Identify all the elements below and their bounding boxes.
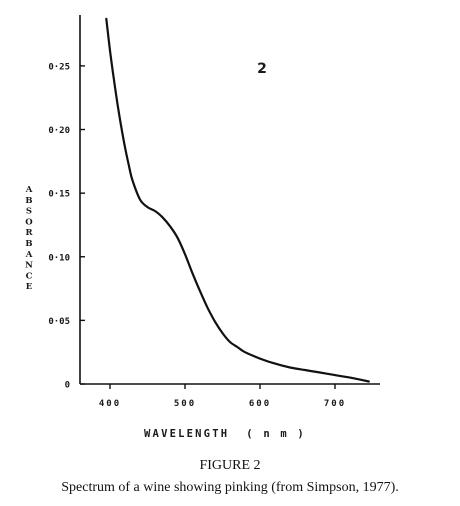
y-axis-label-letter: C [26,271,33,281]
y-axis-label-letter: S [26,207,32,217]
y-tick-label: 0·05 [48,317,70,327]
y-tick-label: 0·25 [48,62,70,72]
figure-caption: Spectrum of a wine showing pinking (from… [61,480,399,495]
y-tick-label: 0·15 [48,190,70,200]
y-axis-label-letter: A [25,250,33,260]
y-tick-label: 0·10 [48,253,70,263]
y-axis-label-letter: O [25,217,33,227]
x-tick-label: 700 [324,399,346,409]
x-tick-label: 500 [174,399,196,409]
y-axis-label-letter: B [25,239,32,249]
chart-axes [79,15,380,385]
y-tick-label: 0·20 [48,126,70,136]
x-axis-ticks: 400 500 600 700 [99,384,346,409]
y-axis-label-letter: R [25,228,33,238]
figure-number: FIGURE 2 [199,458,261,473]
y-tick-label: 0 [65,381,70,391]
x-axis-label: WAVELENGTH ( n m ) [144,428,306,440]
y-axis-label-letter: E [26,282,33,292]
absorbance-series-line [105,17,370,383]
y-axis-ticks: 0 0·05 0·10 0·15 0·20 0·25 [48,62,85,391]
x-tick-label: 400 [99,399,121,409]
x-tick-label: 600 [249,399,271,409]
chart-annotation: 2 [257,61,267,77]
y-axis-label-letter: N [25,261,33,271]
y-axis-label-letter: A [25,185,33,195]
y-axis-label-letter: B [25,196,32,206]
